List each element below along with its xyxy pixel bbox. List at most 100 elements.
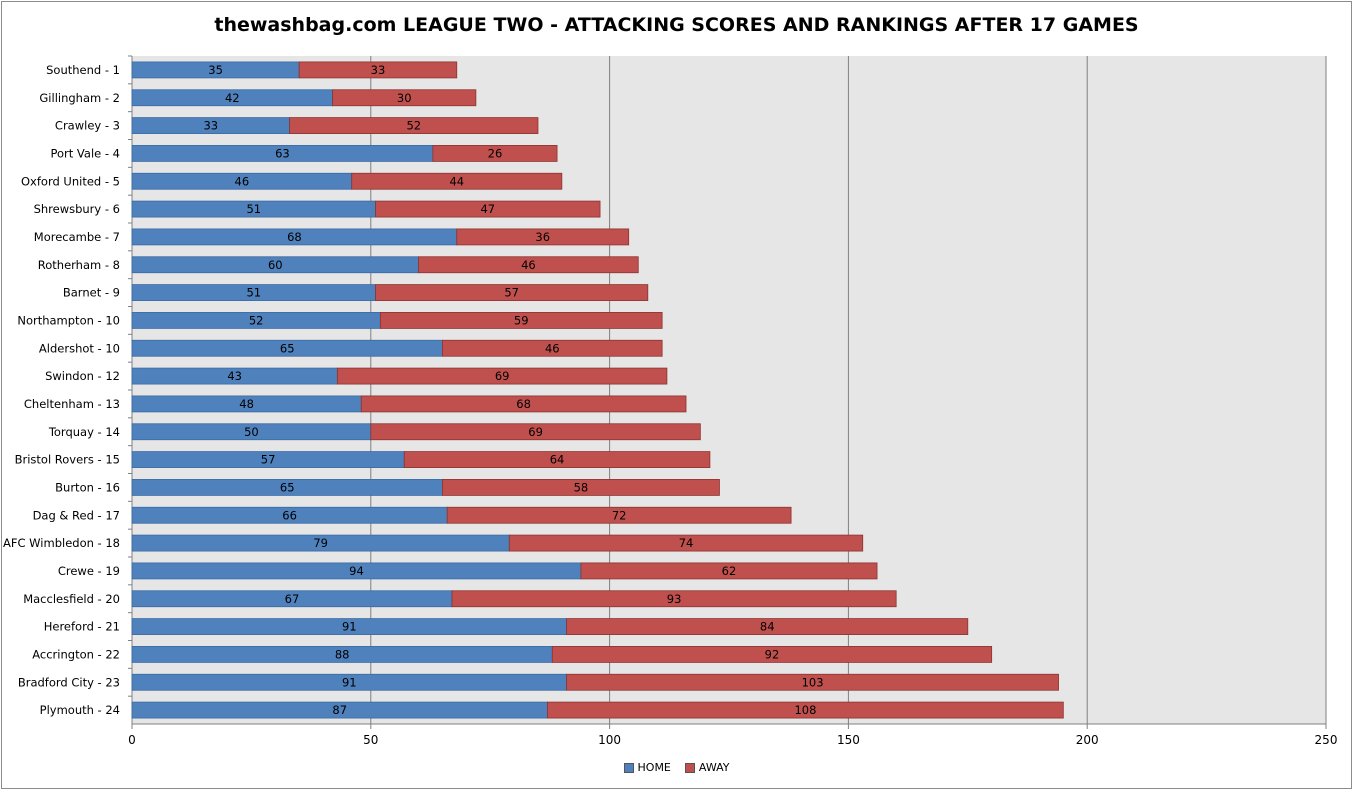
y-tick-label: Accrington - 22 [32,647,120,661]
data-label: 42 [225,91,240,105]
data-label: 79 [313,536,328,550]
bar-away [298,61,458,79]
y-tick-label: Bristol Rovers - 15 [15,453,120,467]
y-tick-label: Torquay - 14 [48,425,120,439]
legend: HOME AWAY [0,761,1353,774]
data-label: 92 [765,647,780,661]
y-tick-label: Barnet - 9 [63,286,120,300]
y-tick-label: Gillingham - 2 [39,91,120,105]
bar-away [351,172,563,190]
y-tick-label: Burton - 16 [55,480,120,494]
data-label: 66 [282,508,297,522]
y-tick-label: Crewe - 19 [58,564,120,578]
data-label: 52 [406,119,421,133]
bar-away [446,506,792,524]
data-label: 63 [275,146,290,160]
plot-area [132,56,1326,724]
data-label: 51 [246,202,261,216]
y-tick-label: Macclesfield - 20 [23,592,120,606]
bar-away [442,339,663,357]
bar-away [360,395,687,413]
x-tick-label: 200 [1076,733,1099,747]
bar-away [379,312,663,329]
data-label: 46 [545,341,560,355]
data-label: 84 [760,620,775,634]
y-tick-label: Bradford City - 23 [18,675,120,689]
bar-away [403,451,711,468]
data-label: 36 [535,230,550,244]
y-tick-label: Rotherham - 8 [38,258,120,272]
legend-swatch-home [623,762,634,773]
x-tick-label: 100 [598,733,621,747]
data-label: 108 [794,703,816,717]
data-label: 46 [235,174,250,188]
x-tick-label: 250 [1315,733,1338,747]
chart-title: thewashbag.com LEAGUE TWO - ATTACKING SC… [214,14,1139,36]
bar-away [370,423,701,441]
y-tick-label: AFC Wimbledon - 18 [3,536,120,550]
y-tick-label: Morecambe - 7 [34,230,120,244]
legend-label-home: HOME [637,761,671,774]
data-label: 65 [280,341,295,355]
data-label: 93 [667,592,682,606]
y-tick-label: Port Vale - 4 [50,146,120,160]
data-label: 64 [550,453,565,467]
bar-away [442,479,720,496]
data-label: 72 [612,508,627,522]
data-label: 47 [480,202,495,216]
data-label: 58 [574,480,589,494]
bar-away [451,590,897,608]
data-label: 50 [244,425,259,439]
data-label: 67 [285,592,300,606]
data-label: 68 [287,230,302,244]
data-label: 26 [488,146,503,160]
data-label: 87 [332,703,347,717]
data-label: 57 [504,286,519,300]
bar-away [336,367,668,385]
bar-away [566,673,1059,691]
y-tick-label: Dag & Red - 17 [33,508,120,522]
data-label: 30 [397,91,412,105]
data-label: 62 [722,564,737,578]
data-label: 59 [514,313,529,327]
bar-away [375,200,601,218]
bar-away [547,701,1064,719]
data-label: 44 [449,174,464,188]
data-label: 103 [802,675,824,689]
data-label: 74 [679,536,694,550]
x-tick-label: 150 [837,733,860,747]
y-tick-label: Shrewsbury - 6 [34,202,120,216]
legend-item-home: HOME [623,761,671,774]
bar-away [456,228,630,246]
legend-label-away: AWAY [698,761,730,774]
y-tick-label: Hereford - 21 [44,620,120,634]
data-label: 94 [349,564,364,578]
bar-away [566,618,969,635]
data-label: 91 [342,675,357,689]
data-label: 57 [261,453,276,467]
bar-away [508,534,864,552]
data-label: 35 [208,63,223,77]
data-label: 69 [495,369,510,383]
data-label: 68 [516,397,531,411]
y-tick-label: Swindon - 12 [45,369,120,383]
bar-away [332,89,477,107]
data-label: 69 [528,425,543,439]
legend-item-away: AWAY [684,761,730,774]
bar-away [551,646,993,663]
x-tick-label: 50 [363,733,378,747]
y-tick-label: Northampton - 10 [17,313,120,327]
y-tick-label: Southend - 1 [46,63,120,77]
data-label: 60 [268,258,283,272]
data-label: 88 [335,647,350,661]
data-label: 65 [280,480,295,494]
data-label: 91 [342,620,357,634]
y-tick-label: Crawley - 3 [55,119,120,133]
bar-away [375,284,649,301]
data-label: 33 [203,119,218,133]
bar-away [580,562,878,580]
data-label: 52 [249,313,264,327]
data-label: 46 [521,258,536,272]
y-tick-label: Oxford United - 5 [21,174,120,188]
